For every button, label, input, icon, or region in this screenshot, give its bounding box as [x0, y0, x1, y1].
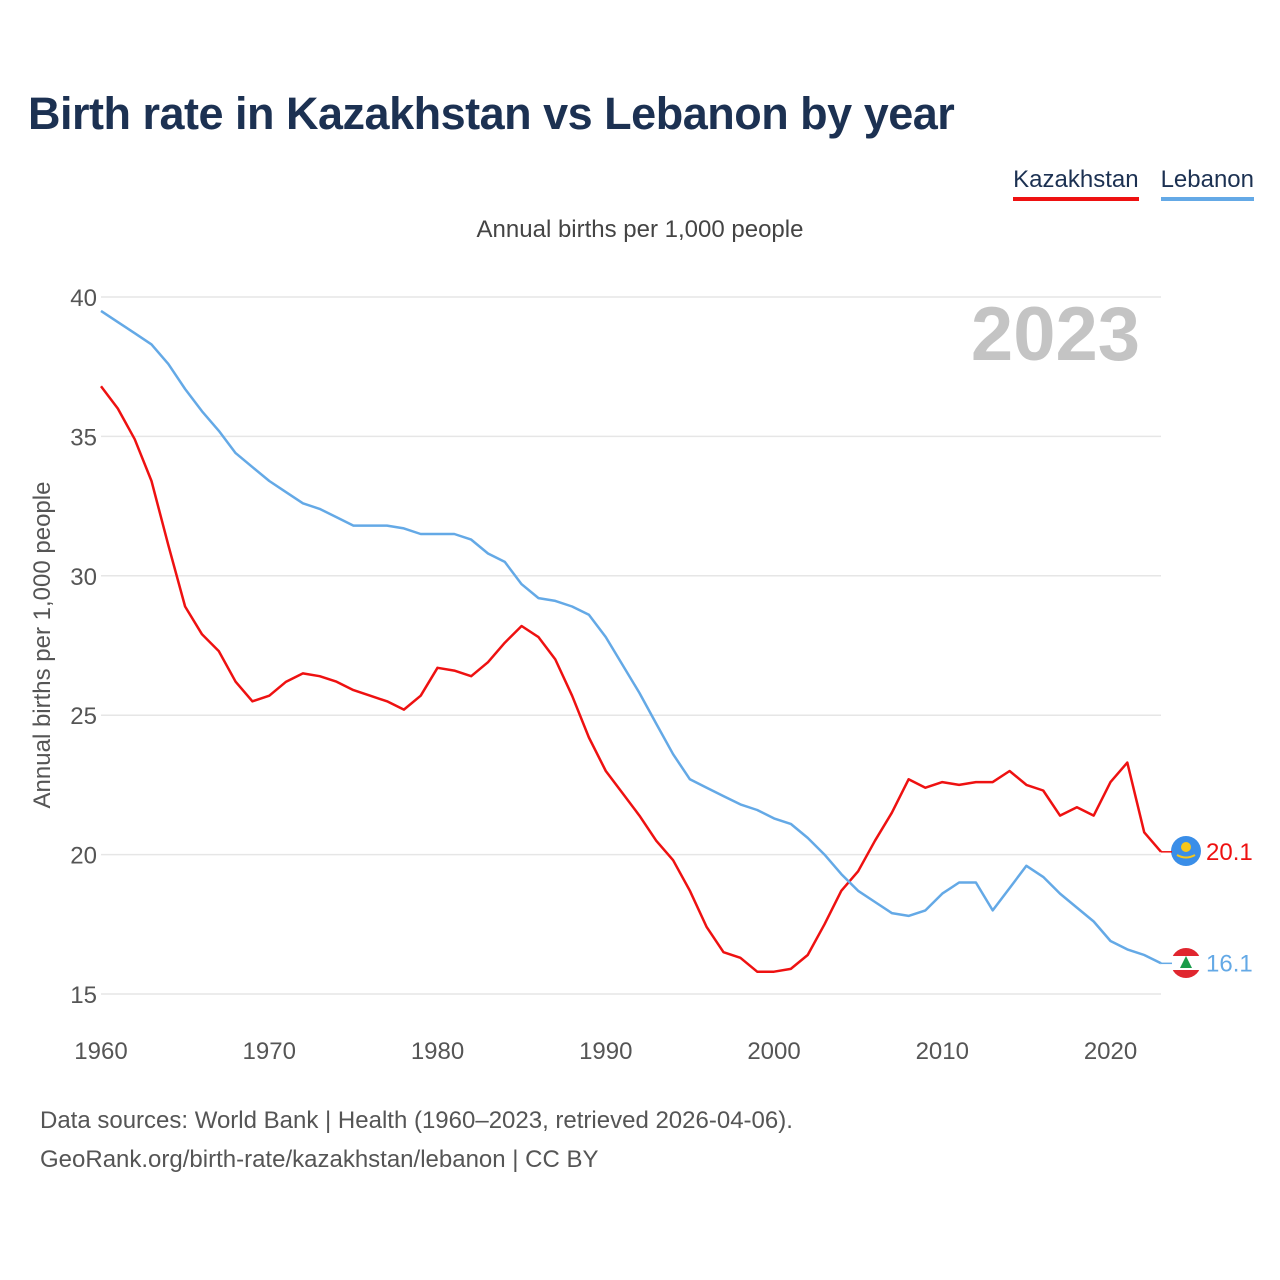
x-axis: 1960 1970 1980 1990 2000 2010 2020	[74, 1038, 1137, 1065]
footer-sources: Data sources: World Bank | Health (1960–…	[40, 1107, 793, 1134]
chart-title: Birth rate in Kazakhstan vs Lebanon by y…	[28, 88, 955, 139]
y-tick-label: 20	[70, 843, 97, 870]
y-tick-label: 15	[70, 982, 97, 1009]
end-label-kazakhstan: 20.1	[1206, 839, 1253, 866]
y-axis: 15 20 25 30 35 40	[70, 285, 97, 1009]
year-watermark: 2023	[971, 292, 1140, 377]
x-tick-label: 2020	[1084, 1038, 1137, 1065]
line-chart: 15 20 25 30 35 40 1960 1970 1980 1990 2000 2010 202…	[29, 285, 1253, 1065]
x-tick-label: 1990	[579, 1038, 632, 1065]
y-tick-label: 30	[70, 564, 97, 591]
grid	[101, 296, 1161, 995]
chart-subtitle: Annual births per 1,000 people	[476, 216, 804, 243]
series-line-lebanon[interactable]	[100, 309, 1162, 965]
y-tick-label: 25	[70, 703, 97, 730]
kazakhstan-flag-icon	[1171, 836, 1201, 866]
legend: Kazakhstan Lebanon	[1013, 166, 1254, 201]
legend-item-kazakhstan[interactable]: Kazakhstan	[1013, 166, 1139, 201]
x-tick-label: 2000	[747, 1038, 800, 1065]
end-labels: 20.1 16.1	[1161, 839, 1253, 977]
footer-attribution[interactable]: GeoRank.org/birth-rate/kazakhstan/lebano…	[40, 1146, 599, 1173]
x-tick-label: 1970	[243, 1038, 296, 1065]
y-tick-label: 35	[70, 424, 97, 451]
y-tick-label: 40	[70, 285, 97, 312]
x-tick-label: 2010	[916, 1038, 969, 1065]
x-tick-label: 1980	[411, 1038, 464, 1065]
end-label-lebanon: 16.1	[1206, 950, 1253, 977]
series-line-kazakhstan[interactable]	[100, 385, 1162, 973]
legend-item-lebanon[interactable]: Lebanon	[1160, 166, 1254, 201]
x-tick-label: 1960	[74, 1038, 127, 1065]
y-axis-label: Annual births per 1,000 people	[29, 482, 56, 809]
lebanon-flag-icon	[1171, 948, 1201, 978]
series	[100, 309, 1162, 973]
